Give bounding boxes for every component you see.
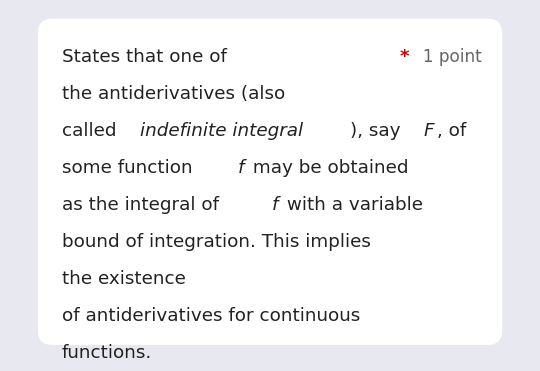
Text: *: * (400, 48, 409, 66)
Text: f: f (238, 159, 245, 177)
Text: 1 point: 1 point (412, 48, 482, 66)
Text: F: F (423, 122, 434, 140)
Text: some function: some function (62, 159, 199, 177)
Text: bound of integration. This implies: bound of integration. This implies (62, 233, 371, 251)
Text: States that one of: States that one of (62, 48, 227, 66)
Text: with a variable: with a variable (281, 196, 422, 214)
Text: functions.: functions. (62, 344, 152, 362)
Text: , of: , of (437, 122, 466, 140)
Text: of antiderivatives for continuous: of antiderivatives for continuous (62, 307, 360, 325)
FancyBboxPatch shape (38, 19, 502, 345)
Text: the existence: the existence (62, 270, 186, 288)
Text: as the integral of: as the integral of (62, 196, 225, 214)
Text: the antiderivatives (also: the antiderivatives (also (62, 85, 285, 103)
Text: may be obtained: may be obtained (247, 159, 408, 177)
Text: called: called (62, 122, 123, 140)
Text: ), say: ), say (350, 122, 407, 140)
Text: f: f (272, 196, 279, 214)
Text: indefinite integral: indefinite integral (140, 122, 303, 140)
